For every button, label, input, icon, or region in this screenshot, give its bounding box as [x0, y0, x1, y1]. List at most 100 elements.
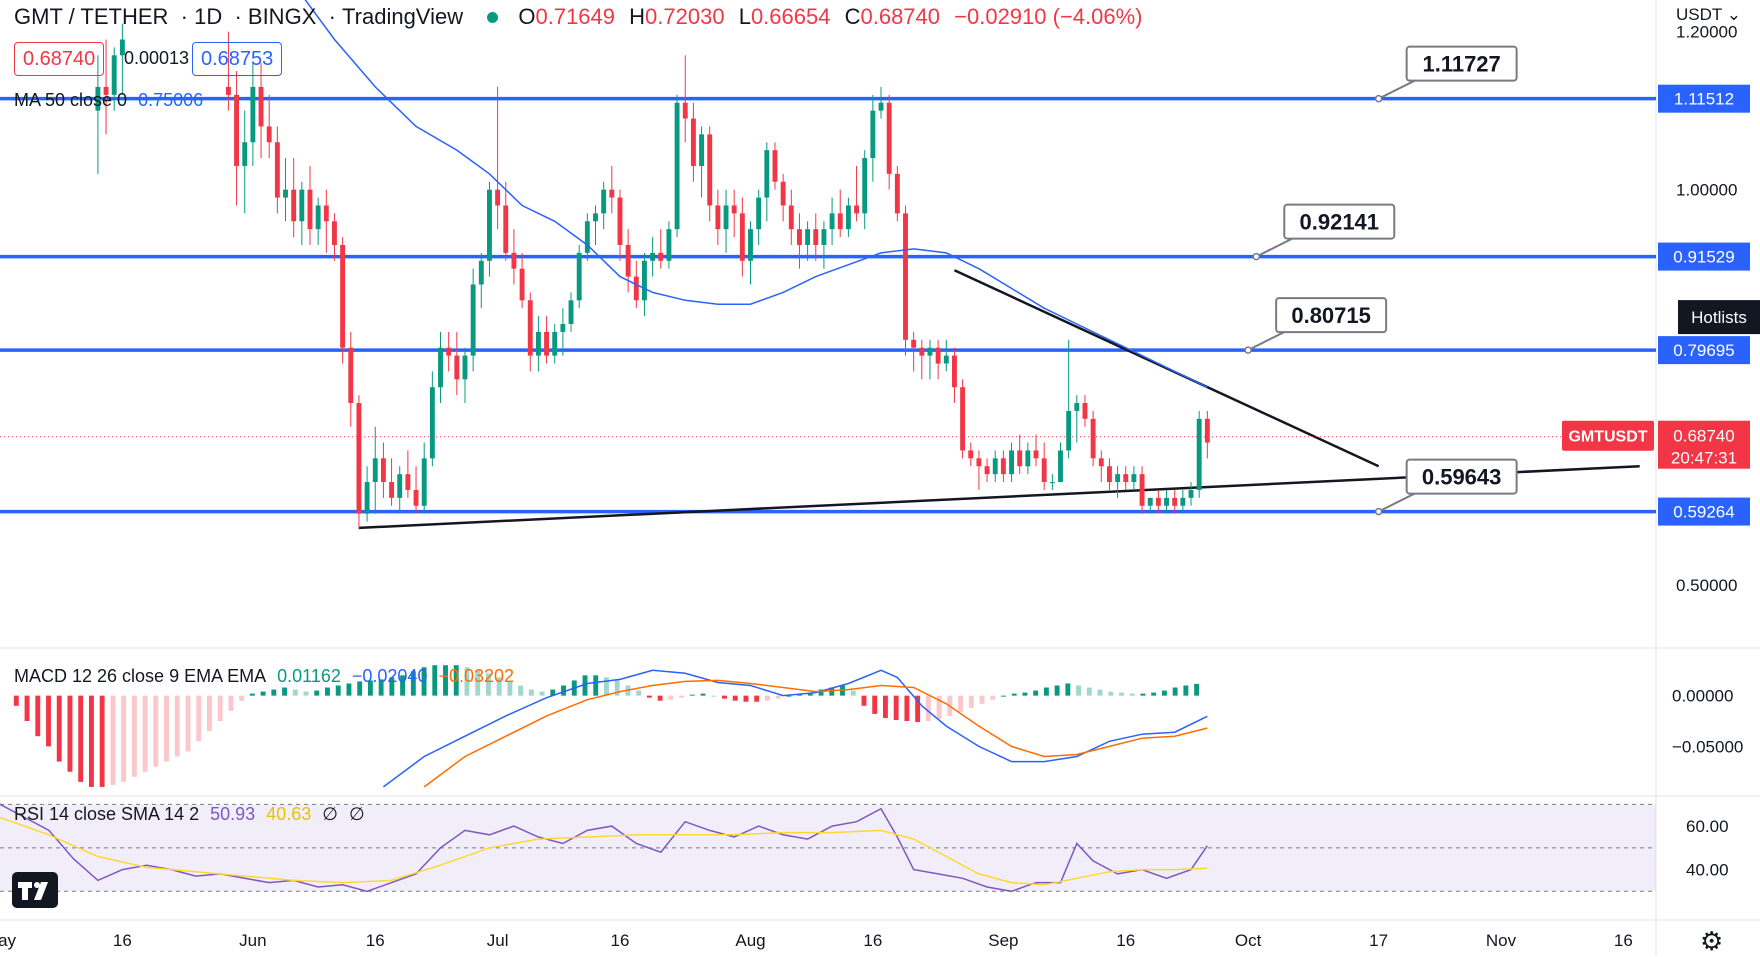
candle-body: [1033, 450, 1039, 459]
macd-hist-bar: [303, 691, 309, 696]
candle-body: [951, 355, 957, 388]
candle-body: [356, 403, 362, 514]
candle-body: [617, 197, 623, 245]
candle-body: [911, 339, 917, 348]
callout-box: [1275, 297, 1388, 334]
candle-body: [454, 355, 460, 380]
macd-hist-bar: [807, 692, 813, 696]
macd-hist-bar: [700, 693, 706, 696]
macd-hist-bar: [346, 683, 352, 696]
callout-label: 0.80715: [1291, 303, 1371, 328]
time-tick-label: 16: [1614, 931, 1633, 950]
macd-hist-bar: [1140, 693, 1146, 696]
macd-hist-bar: [861, 695, 867, 706]
candle-body: [1155, 497, 1161, 506]
buy-price-button[interactable]: 0.68753: [192, 42, 283, 76]
macd-hist-bar: [754, 695, 760, 702]
last-price-label: 0.68740: [1673, 427, 1734, 446]
macd-hist-bar: [400, 675, 406, 696]
macd-hist-bar: [850, 690, 856, 696]
candle-body: [625, 244, 631, 277]
macd-hist-bar: [282, 687, 288, 696]
macd-hist-bar: [1054, 685, 1060, 696]
candle-body: [348, 347, 354, 404]
candle-body: [291, 189, 297, 222]
macd-hist-bar: [453, 665, 459, 696]
symbol-header: GMT / TETHER · 1D · BINGX · TradingView …: [14, 4, 1143, 29]
candle-body: [731, 205, 737, 214]
macd-tick-label: 0.00000: [1672, 687, 1733, 706]
ma-legend[interactable]: MA 50 close 0 0.75006: [14, 90, 209, 111]
candle-body: [764, 150, 770, 198]
open-value: 0.71649: [535, 4, 616, 29]
macd-hist-bar: [1033, 690, 1039, 696]
candle-body: [462, 355, 468, 380]
candle-body: [674, 102, 680, 230]
macd-hist-value: 0.01162: [277, 666, 341, 686]
candle-body: [984, 466, 990, 475]
macd-hist-bar: [1086, 687, 1092, 696]
candle-body: [119, 39, 125, 56]
time-tick-label: 16: [863, 931, 882, 950]
level-axis-badge: [1658, 242, 1750, 271]
macd-hist-bar: [689, 694, 695, 696]
macd-legend[interactable]: MACD 12 26 close 9 EMA EMA 0.01162 −0.02…: [14, 666, 520, 687]
tradingview-logo-icon[interactable]: [12, 872, 58, 908]
candle-body: [1188, 489, 1194, 498]
level-axis-label: 0.91529: [1673, 248, 1734, 267]
candle-body: [323, 205, 329, 222]
macd-hist-bar: [1043, 687, 1049, 696]
rsi-tick-label: 40.00: [1686, 861, 1729, 880]
macd-hist-bar: [153, 695, 159, 767]
candle-body: [960, 387, 966, 451]
candle-body: [821, 229, 827, 245]
macd-hist-bar: [1194, 683, 1200, 696]
candle-body: [1000, 458, 1006, 475]
ma-value: 0.75006: [138, 90, 204, 110]
candle-body: [772, 150, 778, 182]
symbol-name[interactable]: GMT / TETHER: [14, 4, 169, 29]
macd-hist-bar: [925, 695, 931, 721]
macd-hist-bar: [410, 671, 416, 696]
candle-body: [992, 458, 998, 475]
macd-hist-bar: [249, 693, 255, 696]
candle-body: [870, 110, 876, 159]
candle-body: [797, 229, 802, 245]
sell-price-button[interactable]: 0.68740: [14, 42, 105, 76]
candle-body: [1082, 403, 1088, 419]
macd-hist-bar: [357, 681, 363, 696]
macd-hist-bar: [389, 677, 395, 696]
time-tick-label: 16: [113, 931, 132, 950]
interval[interactable]: 1D: [194, 4, 223, 29]
macd-hist-bar: [164, 695, 169, 762]
candle-body: [1009, 450, 1014, 475]
candle-body: [739, 213, 745, 261]
macd-hist-bar: [88, 695, 94, 787]
candle-body: [511, 252, 517, 269]
candle-body: [943, 355, 949, 364]
candle-body: [495, 189, 501, 206]
macd-hist-bar: [421, 667, 427, 696]
candle-body: [519, 268, 525, 301]
macd-hist-bar: [496, 677, 502, 696]
candle-body: [903, 213, 908, 340]
time-tick-label: 16: [611, 931, 630, 950]
candle-body: [1123, 474, 1129, 483]
gear-icon[interactable]: ⚙: [1700, 926, 1724, 956]
macd-hist-bar: [636, 690, 642, 696]
candle-body: [927, 347, 933, 356]
callout-label: 0.59643: [1422, 465, 1502, 490]
candle-body: [690, 118, 696, 166]
candle-body: [438, 347, 443, 388]
change-value: −0.02910 (−4.06%): [954, 4, 1143, 29]
macd-hist-bar: [775, 695, 781, 699]
candle-body: [935, 347, 941, 364]
candle-body: [568, 300, 574, 324]
macd-hist-bar: [1161, 690, 1167, 696]
macd-hist-bar: [550, 689, 556, 696]
candle-body: [364, 482, 370, 514]
rsi-legend[interactable]: RSI 14 close SMA 14 2 50.93 40.63 ∅ ∅: [14, 804, 371, 825]
macd-hist-bar: [1011, 693, 1017, 696]
candle-body: [666, 229, 672, 261]
